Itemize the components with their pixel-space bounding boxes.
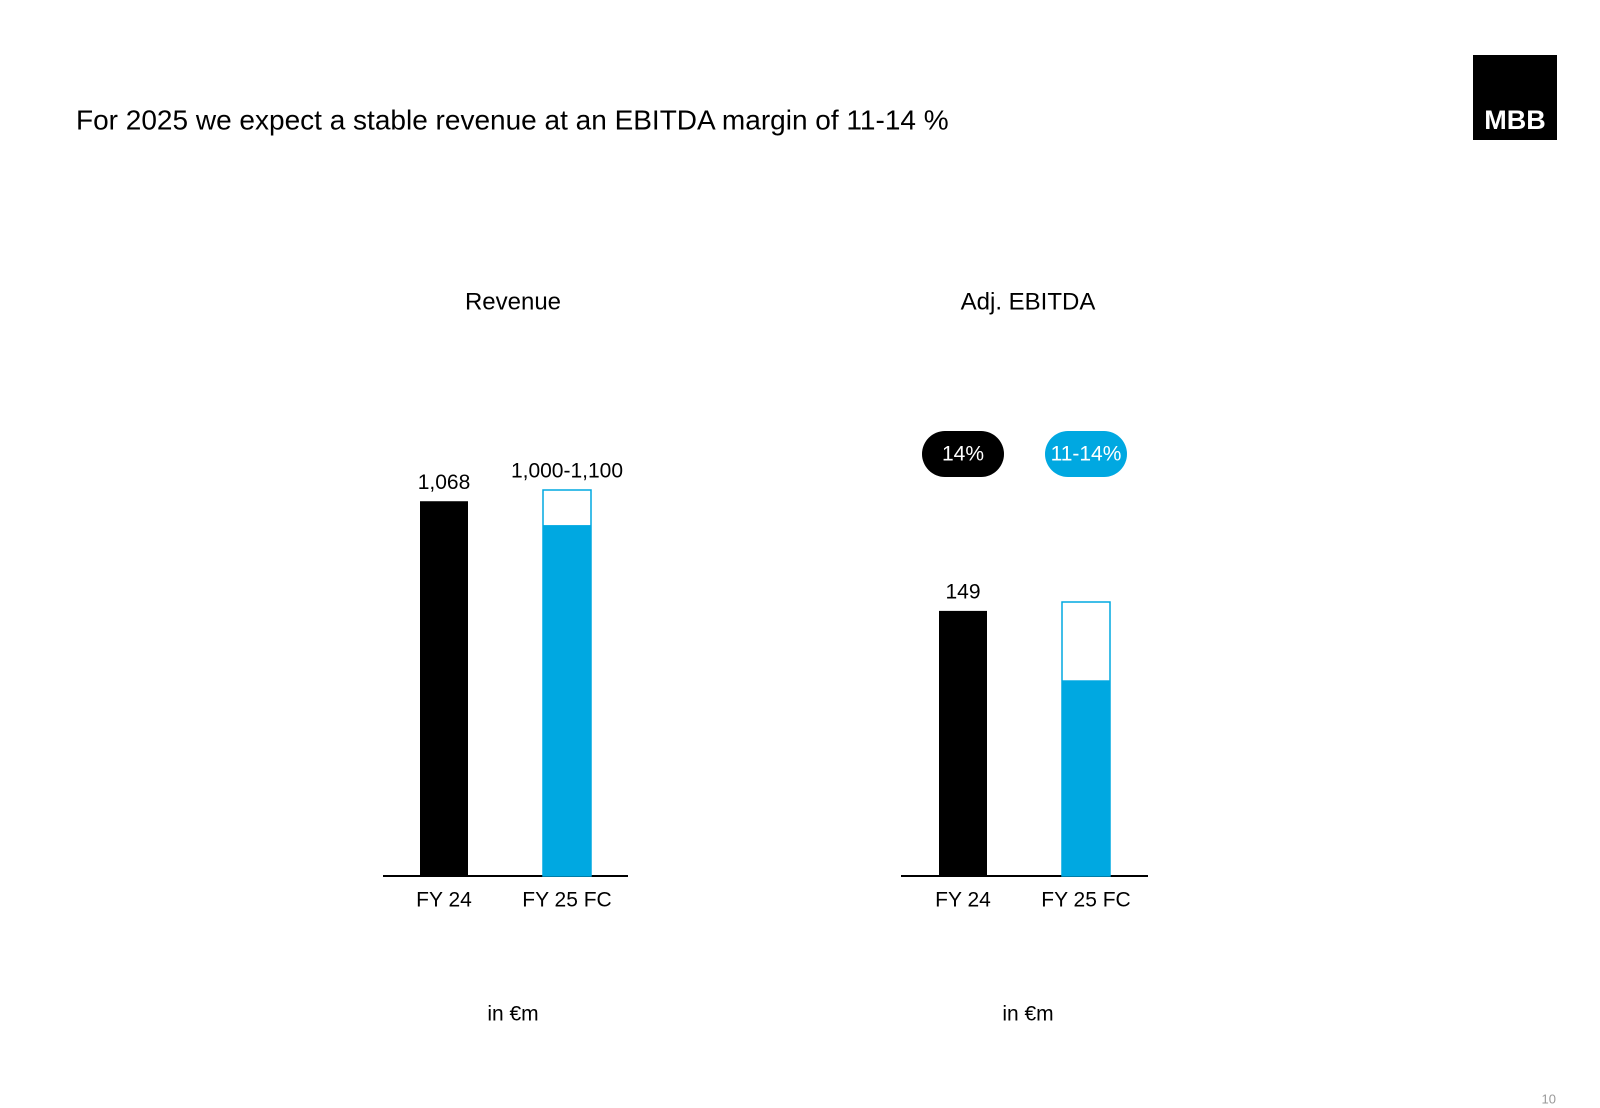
slide-title: For 2025 we expect a stable revenue at a…: [76, 104, 949, 135]
bar: [543, 525, 591, 876]
bar: [1062, 680, 1110, 876]
bar: [939, 610, 987, 876]
x-tick-label: FY 24: [416, 889, 472, 912]
x-tick-label: FY 24: [935, 889, 991, 912]
logo: MBB: [1484, 105, 1546, 135]
page-number: 10: [1542, 1091, 1556, 1106]
margin-label: 11-14%: [1051, 443, 1122, 466]
unit-label: in €m: [487, 1003, 538, 1026]
value-label: 1,068: [418, 471, 471, 494]
margin-bubble: [922, 431, 1004, 477]
value-label: 1,000-1,100: [511, 460, 623, 483]
chart-title: Revenue: [465, 288, 561, 315]
x-tick-label: FY 25 FC: [522, 889, 611, 912]
bar: [420, 501, 468, 876]
value-label: 149: [945, 580, 980, 603]
unit-label: in €m: [1002, 1003, 1053, 1026]
chart-title: Adj. EBITDA: [961, 288, 1096, 315]
logo-box: [1473, 55, 1557, 140]
margin-bubble: [1045, 431, 1127, 477]
x-tick-label: FY 25 FC: [1041, 889, 1130, 912]
margin-label: 14%: [942, 443, 984, 466]
